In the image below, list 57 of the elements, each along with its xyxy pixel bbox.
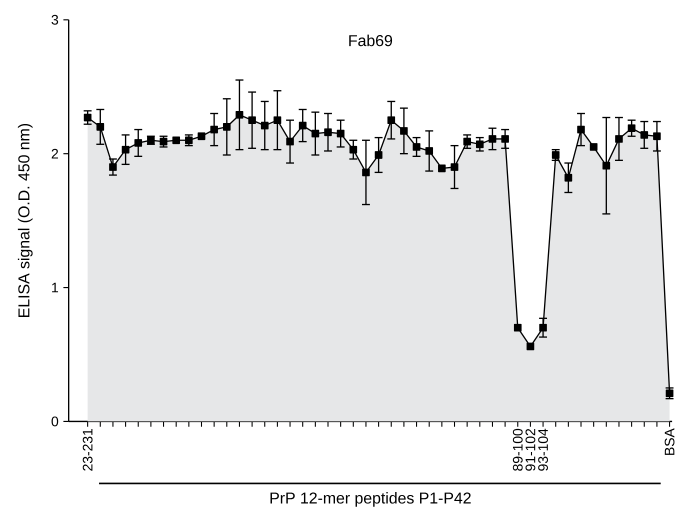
point xyxy=(160,138,168,146)
point xyxy=(274,116,282,124)
x-tick-label: 91-102 xyxy=(526,428,536,471)
x-tick-label: 93-104 xyxy=(538,428,548,471)
point xyxy=(260,122,269,130)
point xyxy=(84,113,92,122)
point xyxy=(476,140,484,148)
point xyxy=(463,138,471,146)
point xyxy=(615,134,623,143)
x-tick-label: 23-231 xyxy=(82,428,93,470)
y-tick-label: 1 xyxy=(52,282,58,292)
point xyxy=(222,122,231,130)
y-axis-title: ELISA signal (O.D. 450 nm) xyxy=(18,124,33,317)
point xyxy=(526,342,534,350)
point xyxy=(577,126,585,134)
point xyxy=(210,126,218,134)
point xyxy=(653,132,661,140)
y-tick-label: 0 xyxy=(52,416,58,426)
point xyxy=(172,136,180,144)
x-tick-label: 89-100 xyxy=(512,428,523,471)
point xyxy=(640,130,648,139)
point xyxy=(412,142,420,151)
point xyxy=(286,138,294,146)
point xyxy=(96,122,104,130)
point xyxy=(109,163,117,171)
point xyxy=(248,116,256,124)
point xyxy=(122,146,130,154)
point xyxy=(374,150,382,159)
point xyxy=(298,122,307,130)
point xyxy=(425,146,434,155)
point xyxy=(134,138,142,147)
point xyxy=(501,134,509,143)
point xyxy=(362,168,370,176)
point xyxy=(236,110,244,118)
x-axis-title: PrP 12-mer peptides P1-P42 xyxy=(270,492,471,507)
point xyxy=(590,142,598,151)
point xyxy=(336,130,344,138)
point xyxy=(564,174,572,182)
text: Fab69 xyxy=(349,34,392,46)
point xyxy=(514,324,522,332)
point xyxy=(400,126,408,135)
point xyxy=(602,162,610,170)
point xyxy=(438,164,446,172)
point xyxy=(198,132,206,140)
point xyxy=(539,324,547,332)
x-tick-label: BSA xyxy=(664,428,674,455)
point xyxy=(552,150,560,159)
point xyxy=(349,146,358,154)
point xyxy=(450,163,458,171)
point xyxy=(312,130,320,138)
point xyxy=(185,136,193,144)
point xyxy=(628,124,636,132)
point xyxy=(387,116,396,124)
point xyxy=(324,128,332,136)
y-tick-label: 3 xyxy=(52,14,58,24)
y-tick-label: 2 xyxy=(52,148,58,158)
point xyxy=(488,134,496,143)
